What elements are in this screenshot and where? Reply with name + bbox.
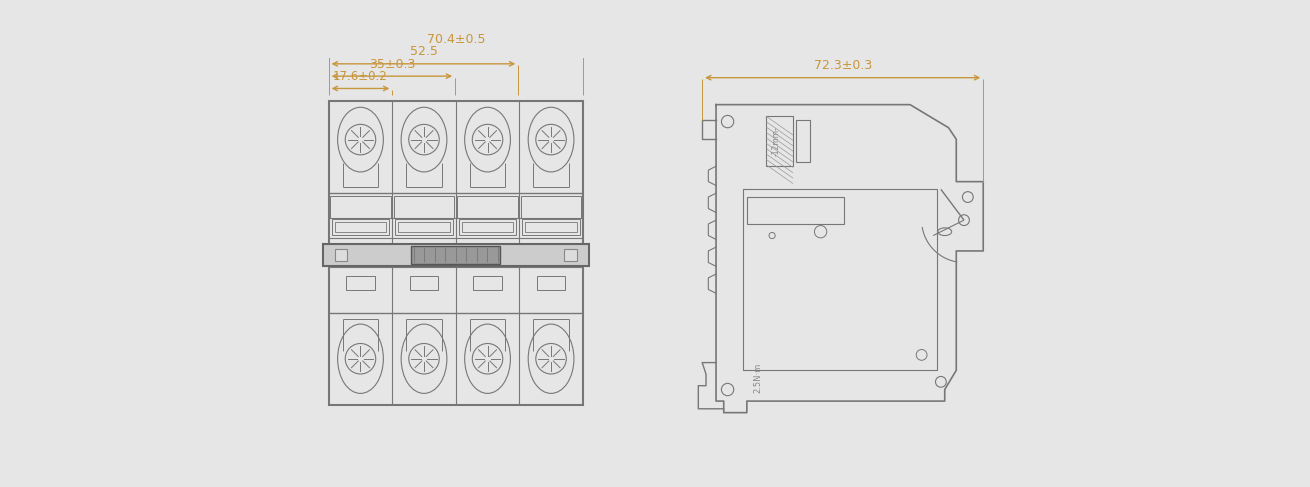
Bar	[747, 197, 844, 224]
Bar	[766, 116, 793, 166]
Bar	[335, 223, 386, 232]
Bar	[458, 219, 516, 235]
Bar	[411, 245, 500, 264]
Bar	[796, 120, 810, 162]
Bar	[743, 189, 937, 370]
Bar	[410, 276, 439, 290]
Bar	[523, 219, 580, 235]
Text: 72.3±0.3: 72.3±0.3	[814, 59, 872, 72]
Text: 2.5N·m: 2.5N·m	[753, 363, 762, 393]
Bar	[525, 223, 576, 232]
Text: 35±0.3: 35±0.3	[368, 58, 415, 71]
Bar	[537, 276, 566, 290]
Text: 70.4±0.5: 70.4±0.5	[427, 33, 485, 46]
Bar	[396, 219, 453, 235]
Bar	[398, 223, 449, 232]
Bar	[331, 219, 389, 235]
Text: 17.6±0.2: 17.6±0.2	[333, 70, 388, 83]
Text: 52.5: 52.5	[410, 45, 438, 58]
Bar	[565, 249, 576, 261]
Bar	[346, 276, 375, 290]
Bar	[521, 196, 582, 218]
Bar	[329, 101, 583, 405]
Bar	[330, 196, 390, 218]
Bar	[462, 223, 514, 232]
Bar	[473, 276, 502, 290]
Text: -12mm-: -12mm-	[772, 126, 781, 156]
Bar	[394, 196, 455, 218]
Bar	[457, 196, 517, 218]
Bar	[335, 249, 347, 261]
Bar	[322, 244, 590, 265]
